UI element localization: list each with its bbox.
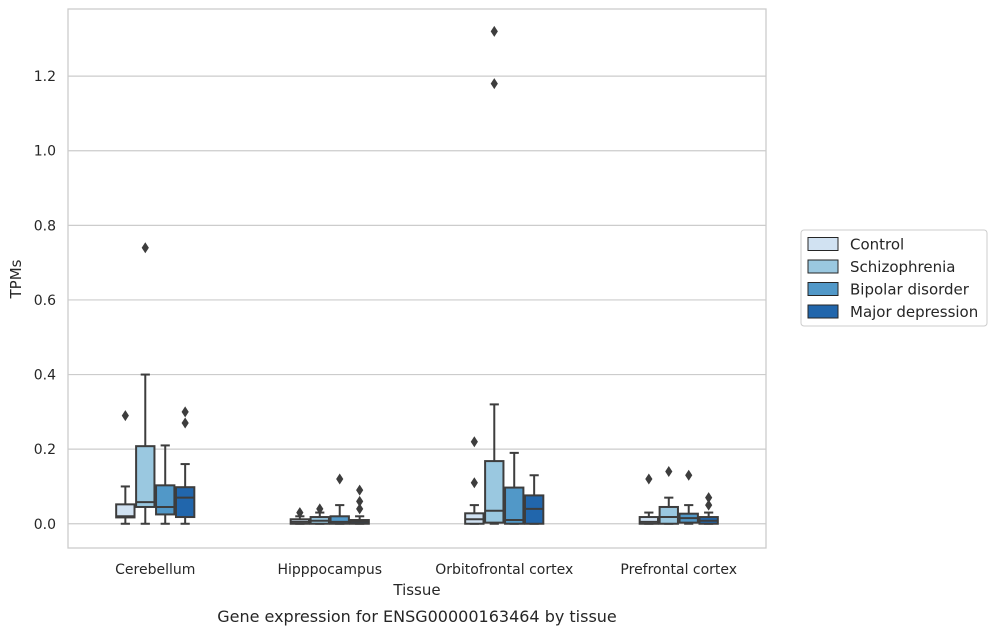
legend-frame [800, 229, 988, 327]
y-tick-label: 0.6 [34, 293, 56, 309]
legend-label: Control [850, 236, 904, 254]
box-body [658, 505, 679, 525]
box-0-3 [638, 473, 660, 525]
outlier-point [470, 436, 478, 448]
box-2-1 [329, 473, 350, 525]
outlier-point [356, 495, 364, 507]
y-tick-label: 0.4 [34, 368, 56, 384]
y-tick-label: 0.0 [34, 517, 56, 533]
legend: Control Schizophrenia Bipolar disorder Majo… [800, 229, 988, 327]
y-tick-label: 0.8 [34, 218, 56, 234]
x-tick-label: Prefrontal cortex [620, 562, 737, 578]
box-body [115, 503, 136, 519]
outlier-point [141, 242, 149, 254]
box-body [329, 515, 350, 525]
outlier-point [356, 503, 364, 515]
y-tick-label: 0.2 [34, 442, 56, 458]
box-2-0 [155, 444, 176, 525]
box-2-3 [678, 469, 699, 525]
box-0-0 [115, 410, 136, 525]
outlier-point [181, 406, 189, 418]
legend-swatch [807, 304, 839, 319]
legend-label: Major depression [850, 303, 978, 321]
box-body [155, 484, 176, 516]
outlier-point [665, 466, 673, 478]
box-1-0 [135, 242, 156, 525]
box-1-1 [309, 503, 330, 525]
box-3-1 [349, 484, 370, 525]
x-axis-title: Tissue [392, 581, 440, 599]
x-tick-label: Cerebellum [115, 562, 195, 578]
box-1-2 [484, 25, 505, 525]
y-tick-label: 1.0 [34, 144, 56, 160]
box-0-1 [289, 507, 311, 525]
legend-swatch [807, 282, 839, 296]
x-tick-labels: Cerebellum Hipppocampus Orbitofrontal cort… [115, 562, 737, 578]
box-body [638, 516, 660, 525]
box-body [135, 445, 156, 508]
legend-swatch [807, 259, 839, 274]
outlier-point [336, 473, 344, 485]
y-tick-labels: 0.0 0.2 0.4 0.6 0.8 1.0 1.2 [34, 69, 56, 533]
outlier-point [705, 492, 713, 504]
y-tick-label: 1.2 [34, 69, 56, 85]
outlier-point [490, 25, 498, 37]
outlier-point [685, 469, 693, 481]
outlier-point [316, 503, 324, 515]
outlier-point [296, 507, 304, 519]
box-body [484, 460, 505, 524]
box-0-2 [464, 436, 485, 525]
legend-swatch [807, 237, 839, 251]
outlier-point [121, 410, 129, 422]
outlier-point [181, 417, 189, 429]
y-axis-title: TPMs [7, 259, 25, 299]
outlier-point [470, 477, 478, 489]
box-3-3 [698, 492, 719, 525]
x-tick-label: Orbitofrontal cortex [435, 562, 573, 578]
boxes [115, 25, 719, 525]
box-2-2 [504, 451, 525, 525]
box-1-3 [658, 466, 679, 525]
box-3-2 [523, 474, 545, 525]
legend-label: Bipolar disorder [850, 281, 970, 299]
box-body [174, 486, 196, 519]
outlier-point [645, 473, 653, 485]
box-body [504, 486, 525, 525]
outlier-point [490, 78, 498, 90]
x-tick-label: Hipppocampus [277, 562, 382, 578]
gridlines [68, 75, 766, 525]
legend-label: Schizophrenia [850, 258, 955, 276]
outlier-point [356, 484, 364, 496]
outlier-point [705, 499, 713, 511]
plot-frame [67, 8, 767, 549]
box-3-0 [174, 406, 196, 525]
chart-caption: Gene expression for ENSG00000163464 by t… [217, 607, 617, 626]
